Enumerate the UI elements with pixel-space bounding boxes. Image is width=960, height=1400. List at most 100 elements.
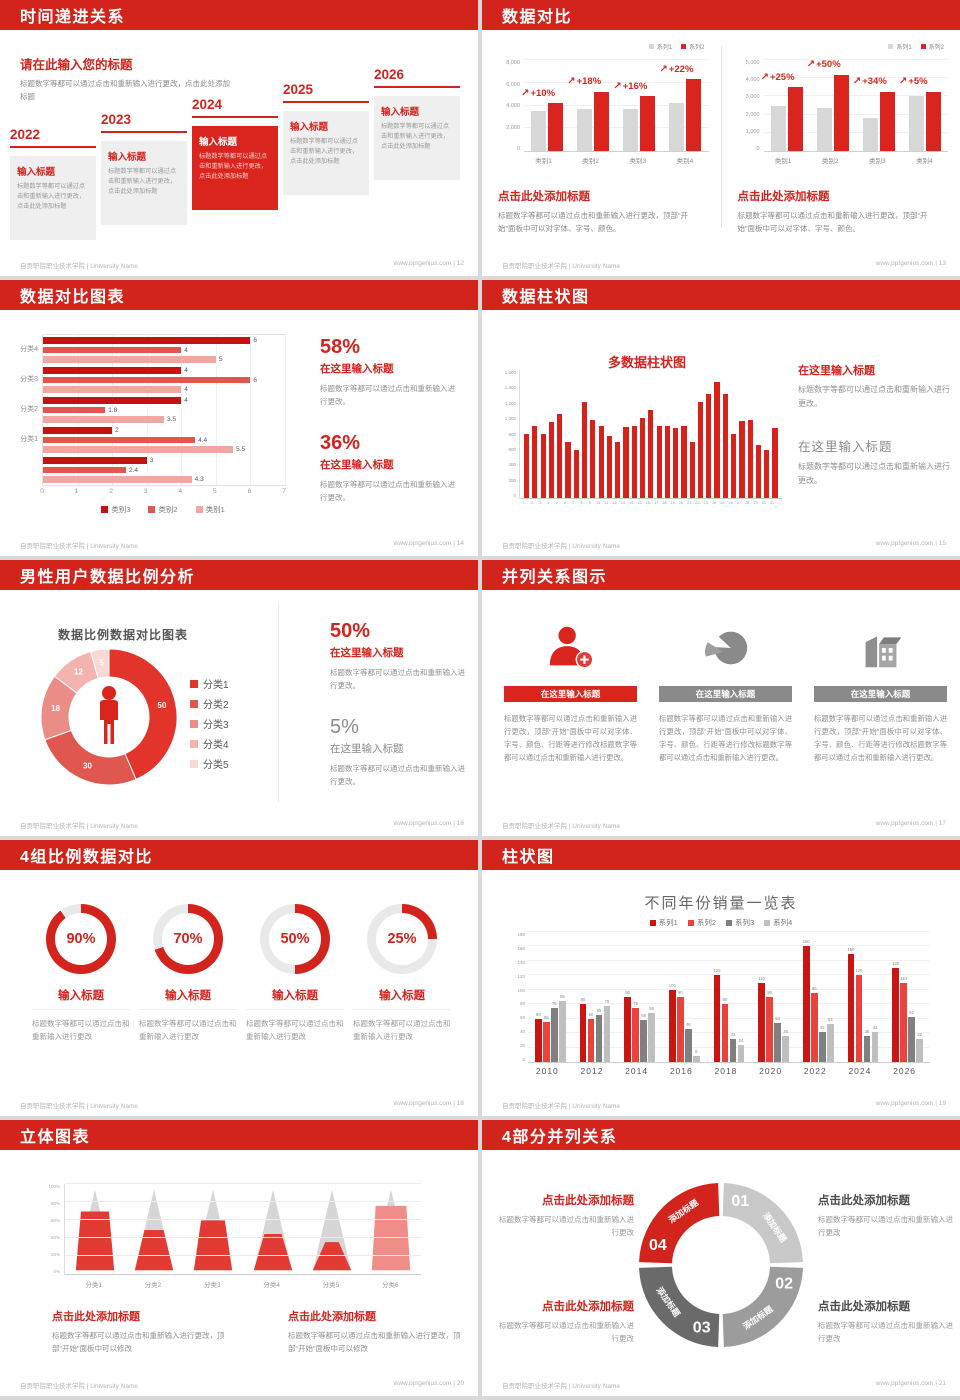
timeline-card-title: 输入标题 [290,122,329,133]
gauge-item: 90% 输入标题 标题数字等都可以通过点击和重新输入进行更改 [32,904,130,1043]
timeline-card: 输入标题 标题数字等都可以通过点击和重新输入进行更改，点击此处添加标题 [374,96,460,180]
timeline-divider [283,101,369,103]
legend-item: 类别2 [148,504,178,515]
caption: 点击此处添加标题 标题数字等都可以通过点击和重新输入进行更改，顶部“开始”面板中可… [52,1308,240,1355]
slide-hbar-chart[interactable]: 数据对比图表 分类4 分类3 分类2 分类1 6 4 5 4 6 4 4 1.8 3.5 2 4.4 5.5 3… [0,280,478,556]
legend-label: 系列1 [896,45,912,51]
value-label: 90 [625,990,630,995]
bar: 120 [855,968,862,1062]
bar [540,434,546,498]
slide-body: 01 添加标题 02 添加标题 03 添加标题 04 添加标题 点击此处添加标题 标题数字等都可以… [482,1150,960,1376]
series2-bar [879,91,895,151]
timeline-card: 输入标题 标题数字等都可以通过点击和重新输入进行更改，点击此处添加标题 [192,126,278,210]
series1-bar [669,102,685,151]
x-tick-label: 2018 [714,1066,738,1076]
stat-body: 标题数字等都可以通过点击和重新输入进行更改。 [330,764,465,787]
y-axis-labels: 5,000 4,000 3,000 2,000 1,000 0 [734,60,764,152]
slide-grouped-columns[interactable]: 柱状图 不同年份销量一览表 系列1 系列2 系列3 系列4 180 160 140 120 100… [482,840,960,1116]
legend-item: 系列1 [888,42,912,51]
bar-group: 2 4.4 5.5 [43,427,285,453]
x-tick-label: 31 [769,501,775,505]
legend-swatch [190,679,198,688]
captions-row: 点击此处添加标题 标题数字等都可以通过点击和重新输入进行更改，顶部“开始”面板中可… [52,1308,476,1355]
footer-page: | 16 [453,820,464,827]
cone [312,1189,352,1271]
timeline-item: 2022 输入标题 标题数字等都可以通过点击和重新输入进行更改，点击此处添加标题 [10,127,96,240]
timeline-divider [101,131,187,133]
stat-block: 58% 在这里输入标题 标题数字等都可以通过点击和重新输入进行更改。 [320,336,462,408]
arrow-up-icon: ↗ [760,71,769,83]
gridline [181,335,183,485]
slide-footer: 自贡职院职业技术学院 | University Name www.pptgeniu… [502,820,946,830]
bar [689,442,695,498]
value-label: 4 [184,397,188,404]
slide-ring-gauges[interactable]: 4组比例数据对比 90% 输入标题 标题数字等都可以通过点击和重新输入进行更改 70%… [0,840,478,1116]
bar-group: 60 55 75 85 [535,932,566,1062]
bar: 8 [693,1049,700,1062]
stat-block: 5% 在这里输入标题 标题数字等都可以通过点击和重新输入进行更改。 [330,716,468,788]
slide-timeline[interactable]: 时间递进关系 请在此输入您的标题 标题数字等都可以通过点击和重新输入进行更改，点击… [0,0,478,276]
x-tick-label: 2022 [803,1066,827,1076]
x-tick-label: 7 [572,501,575,505]
timeline-card-body: 标题数字等都可以通过点击和重新输入进行更改，点击此处添加标题 [17,183,86,211]
series1-bar [816,108,832,151]
x-tick-label: 26 [728,501,733,505]
footer-site: www.pptgenius.com [875,540,934,547]
progress-ring: 90% [46,904,116,974]
y-tick-label: 0% [53,1269,60,1274]
divider [278,604,279,802]
y-tick-label: 6,000 [506,81,520,88]
person-plus-icon [549,626,593,669]
arrow-up-icon: ↗ [852,76,862,88]
bar-row: 3 [43,457,285,464]
slide-circle-diagram[interactable]: 4部分并列关系 01 添加标题 02 添加标题 03 添加标题 04 添加标题 点击此处添加标题… [482,1120,960,1396]
value-label: 150 [847,946,855,952]
bar: 80 [579,997,587,1062]
y-tick-label: 60% [50,1218,60,1223]
donut-svg: 50 30 18 12 5 [40,648,178,786]
value-label: 110 [758,975,765,981]
bar: 53 [827,1017,834,1062]
series2-bar [686,79,702,151]
timeline-card-body: 标题数字等都可以通过点击和重新输入进行更改，点击此处添加标题 [108,168,177,196]
slide-column-chart[interactable]: 数据柱状图 多数据柱状图 1,600 1,400 1,200 1,000 800 600 40… [482,280,960,556]
slide-footer: 自贡职院职业技术学院 | University Name www.pptgeniu… [20,1100,464,1110]
bar [623,426,629,498]
timeline-card-title: 输入标题 [381,107,420,118]
legend-label: 类别1 [205,505,225,514]
x-tick-label: 15 [637,501,642,505]
grouped-column-chart: 180 160 140 120 100 80 60 40 20 0 60 55 75 85 80 60 65 78… [508,931,930,1063]
slide-parallel-columns[interactable]: 并列关系图示 在这里输入标题 标题数字等都可以通过点击和重新输入进行更改，顶部“开… [482,560,960,836]
stats-panel: 58% 在这里输入标题 标题数字等都可以通过点击和重新输入进行更改。 36% 在这里输入… [320,336,462,505]
slide-body: 分类4 分类3 分类2 分类1 6 4 5 4 6 4 4 1.8 3.5 2 4.4 5.5 3 2.4 4.3 0… [0,310,478,536]
footer-right: www.pptgenius.com | 15 [876,540,946,550]
gauge-body: 标题数字等都可以通过点击和重新输入进行更改 [32,1019,130,1042]
slide-donut-analysis[interactable]: 男性用户数据比例分析 数据比例数据对比图表 50 30 18 12 5 分类1 分类2 分类3 分… [0,560,478,836]
value-label: 80 [580,997,586,1003]
timeline-year: 2025 [283,82,314,97]
value-label: 160 [802,939,810,945]
y-tick-label: 20 [519,1043,525,1048]
timeline-year: 2022 [10,127,41,142]
percent-label: ↗+10% [521,87,556,99]
slide-cone-chart[interactable]: 立体图表 100% 80% 60% 40% 20% 0% 分类1 分类2 分类3 分类4 分类5 分类… [0,1120,478,1396]
comparison-panel: 系列1 系列2 5,000 4,000 3,000 2,000 1,000 0 ↗+25% ↗+5… [722,30,960,256]
y-tick-label: 140 [517,959,525,965]
footer-left: 自贡职院职业技术学院 | University Name [502,1103,620,1110]
corner-text-block: 点击此处添加标题 标题数字等都可以通过点击和重新输入进行更改 [818,1298,956,1345]
slide-footer: 自贡职院职业技术学院 | University Name www.pptgeniu… [502,1100,946,1110]
percent-label: ↗+34% [852,76,887,88]
parallel-item: 在这里输入标题 标题数字等都可以通过点击和重新输入进行更改，顶部“开始”面板中可以… [814,618,947,765]
footer-right: www.pptgenius.com | 19 [876,1100,946,1110]
timeline-item: 2026 输入标题 标题数字等都可以通过点击和重新输入进行更改，点击此处添加标题 [374,67,460,180]
timeline-intro: 请在此输入您的标题 标题数字等都可以通过点击和重新输入进行更改，点击此处添加标题 [20,54,232,104]
value-label: 65 [596,1008,602,1014]
slide-data-compare[interactable]: 数据对比 系列1 系列2 8,000 6,000 4,000 2,000 0 ↗+10% ↗+1… [482,0,960,276]
legend-label: 分类2 [203,700,229,711]
chart-area: 5,000 4,000 3,000 2,000 1,000 0 ↗+25% ↗+50% ↗+34… [734,59,948,152]
text-block: 在这里输入标题 标题数字等都可以通过点击和重新输入进行更改。 [798,362,950,410]
comparison-wrap: 系列1 系列2 8,000 6,000 4,000 2,000 0 ↗+10% ↗+18% ↗+1… [482,30,960,256]
value-label: 46 [685,1021,691,1027]
bar [606,435,612,498]
series2-bar [833,74,849,151]
